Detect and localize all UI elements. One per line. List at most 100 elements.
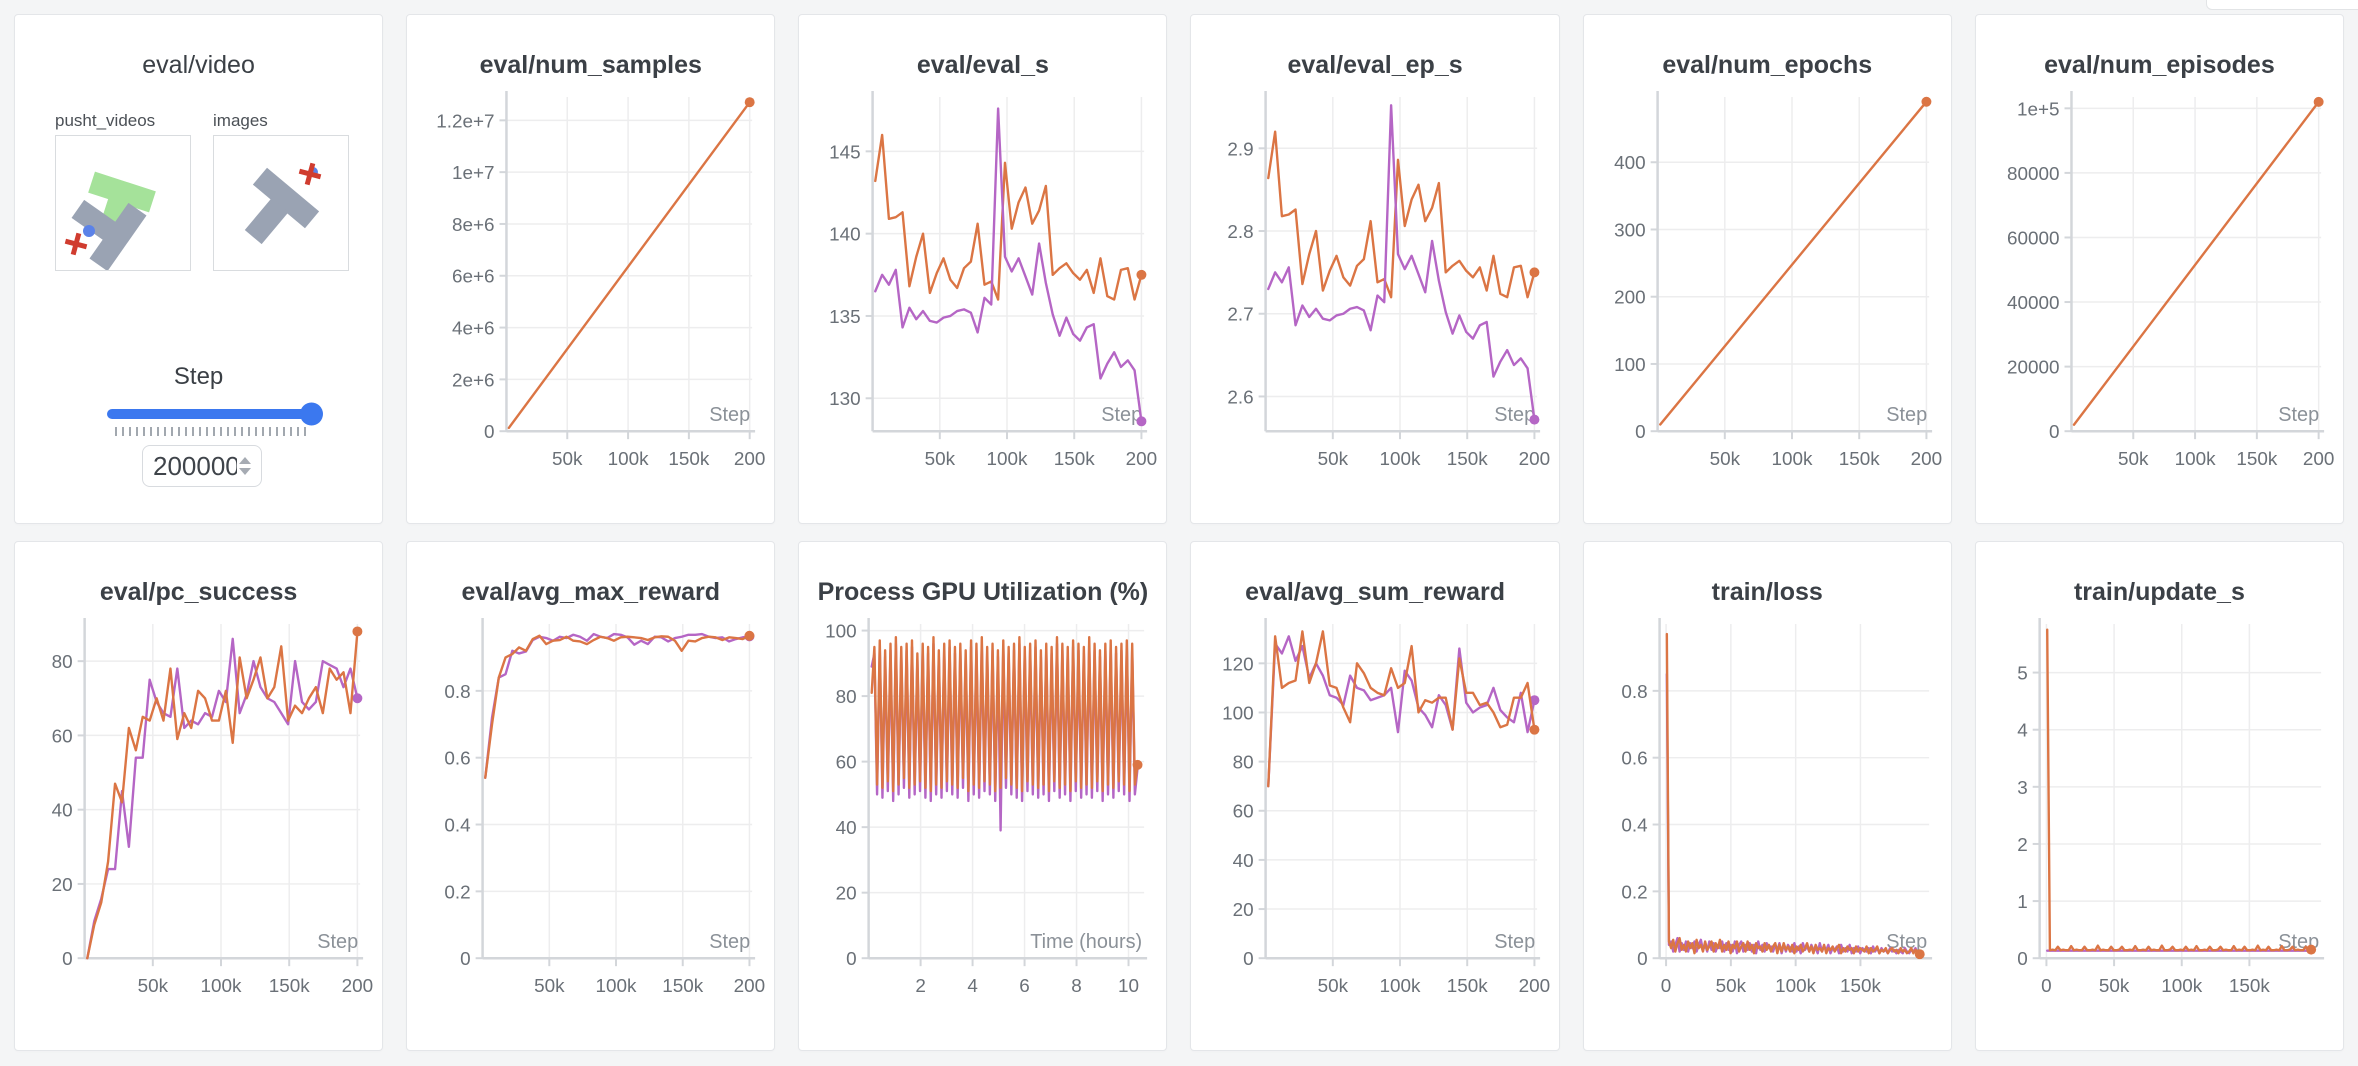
svg-text:100k: 100k	[2175, 449, 2216, 470]
svg-text:40: 40	[52, 801, 73, 822]
svg-text:6e+6: 6e+6	[452, 267, 495, 288]
panel-eval-eval-s[interactable]: eval/eval_s 130 135 140 145 50k 100k 150k 200 St…	[798, 14, 1168, 524]
panel-title: eval/num_episodes	[2044, 51, 2275, 79]
svg-text:50k: 50k	[2099, 976, 2130, 997]
svg-text:60000: 60000	[2007, 228, 2060, 249]
svg-text:4: 4	[2017, 721, 2028, 742]
svg-text:50k: 50k	[1715, 976, 1746, 997]
panel-title: eval/num_samples	[479, 51, 702, 79]
panel-eval-num-episodes[interactable]: eval/num_episodes 0 20000 40000 60000 80000 1…	[1974, 14, 2344, 524]
panel-title: eval/pc_success	[99, 578, 298, 606]
svg-text:1e+5: 1e+5	[2017, 99, 2060, 120]
svg-text:120: 120	[1222, 654, 1254, 675]
svg-text:Step: Step	[1886, 931, 1927, 953]
chart-eval-eval-s[interactable]: 130 135 140 145 50k 100k 150k 200 Step	[799, 84, 1166, 484]
step-up-icon[interactable]	[239, 457, 251, 464]
panel-train-update-s[interactable]: train/update_s 0 1 2 3 4 5 0 50k 100k 150k Step	[1974, 541, 2344, 1051]
svg-text:Step: Step	[2278, 404, 2319, 426]
pusht-video-frame	[64, 171, 156, 270]
svg-text:2.8: 2.8	[1227, 222, 1253, 243]
panel-title: Process GPU Utilization (%)	[817, 578, 1149, 606]
svg-text:50k: 50k	[925, 449, 956, 470]
step-slider[interactable]	[107, 402, 323, 426]
svg-text:100k: 100k	[596, 976, 637, 997]
panel-eval-video[interactable]: eval/video pusht_videos images	[14, 14, 384, 524]
svg-text:150k: 150k	[663, 976, 704, 997]
chart-eval-pc-success[interactable]: 0 20 40 60 80 50k 100k 150k 200 Step	[15, 611, 382, 1011]
svg-text:100k: 100k	[608, 449, 649, 470]
svg-text:100: 100	[826, 622, 858, 643]
svg-text:60: 60	[52, 726, 73, 747]
svg-text:100k: 100k	[1775, 976, 1816, 997]
panel-gpu-utilization[interactable]: Process GPU Utilization (%) 0 20 40 60 80 100…	[798, 541, 1168, 1051]
chart-eval-eval-ep-s[interactable]: 2.6 2.7 2.8 2.9 50k 100k 150k 200 Step	[1192, 84, 1559, 484]
svg-text:0: 0	[1637, 949, 1648, 970]
svg-text:80: 80	[52, 652, 73, 673]
svg-text:200: 200	[1614, 288, 1646, 309]
pusht-video-thumbnail[interactable]	[55, 135, 191, 271]
panel-title: eval/eval_ep_s	[1287, 51, 1463, 79]
gray-t-shape	[71, 199, 147, 270]
svg-text:Step: Step	[709, 931, 750, 953]
svg-text:150k: 150k	[2229, 976, 2270, 997]
stepper-arrows[interactable]	[239, 457, 251, 475]
svg-text:150k: 150k	[1446, 976, 1487, 997]
step-down-icon[interactable]	[239, 468, 251, 475]
panel-eval-num-epochs[interactable]: eval/num_epochs 0 100 200 300 400 50k 100k 150k…	[1582, 14, 1952, 524]
panel-grid: eval/video pusht_videos images	[14, 14, 2344, 1051]
svg-text:0: 0	[2049, 422, 2060, 443]
panel-eval-pc-success[interactable]: eval/pc_success 0 20 40 60 80 50k 100k 150k 200 S…	[14, 541, 384, 1051]
svg-text:Step: Step	[1494, 404, 1535, 426]
panel-train-loss[interactable]: train/loss 0 0.2 0.4 0.6 0.8 0 50k 100k 150k Step	[1582, 541, 1952, 1051]
panel-title: train/update_s	[2073, 578, 2245, 606]
svg-text:5: 5	[2017, 664, 2028, 685]
step-value-input[interactable]	[153, 450, 237, 482]
svg-text:60: 60	[1232, 802, 1253, 823]
svg-text:0: 0	[460, 949, 471, 970]
chart-eval-avg-sum-reward[interactable]: 0 20 40 60 80 100 120 50k 100k 150k 200 Step	[1192, 611, 1559, 1011]
chart-eval-num-samples[interactable]: 0 2e+6 4e+6 6e+6 8e+6 1e+7 1.2e+7 50k 100k 150k 20…	[407, 84, 774, 484]
panel-eval-avg-max-reward[interactable]: eval/avg_max_reward 0 0.2 0.4 0.6 0.8 50k 100k…	[406, 541, 776, 1051]
svg-text:2: 2	[2017, 835, 2028, 856]
svg-text:2: 2	[916, 976, 927, 997]
target-cross	[298, 162, 322, 186]
chart-eval-num-episodes[interactable]: 0 20000 40000 60000 80000 1e+5 50k 100k 150k 200 S…	[1976, 84, 2343, 484]
svg-text:40000: 40000	[2007, 293, 2060, 314]
panel-eval-num-samples[interactable]: eval/num_samples 0 2e+6 4e+6 6e+6 8e+6 1e+7 1.…	[406, 14, 776, 524]
panel-title: eval/avg_max_reward	[461, 578, 720, 606]
svg-text:80000: 80000	[2007, 164, 2060, 185]
chart-gpu-utilization[interactable]: 0 20 40 60 80 100 2 4 6 8 10 Time (hours)	[799, 611, 1166, 1011]
chart-eval-num-epochs[interactable]: 0 100 200 300 400 50k 100k 150k 200 Step	[1584, 84, 1951, 484]
svg-text:100: 100	[1614, 355, 1646, 376]
svg-text:1e+7: 1e+7	[452, 163, 495, 184]
svg-text:4e+6: 4e+6	[452, 319, 495, 340]
slider-thumb[interactable]	[300, 402, 323, 426]
videos-label: pusht_videos	[55, 111, 156, 130]
svg-text:Step: Step	[709, 404, 750, 426]
panel-title: eval/avg_sum_reward	[1245, 578, 1506, 606]
svg-text:200: 200	[1126, 449, 1158, 470]
svg-text:130: 130	[830, 389, 862, 410]
panel-eval-avg-sum-reward[interactable]: eval/avg_sum_reward 0 20 40 60 80 100 120 50k 10…	[1190, 541, 1560, 1051]
partial-panel-above	[2206, 0, 2358, 10]
panel-title: train/loss	[1711, 578, 1823, 606]
svg-text:0.2: 0.2	[445, 882, 471, 903]
chart-train-loss[interactable]: 0 0.2 0.4 0.6 0.8 0 50k 100k 150k Step	[1584, 611, 1951, 1011]
svg-text:40: 40	[1232, 851, 1253, 872]
svg-text:0.8: 0.8	[445, 682, 471, 703]
images-thumbnail[interactable]	[213, 135, 349, 271]
svg-text:50k: 50k	[138, 976, 169, 997]
chart-eval-avg-max-reward[interactable]: 0 0.2 0.4 0.6 0.8 50k 100k 150k 200 Step	[407, 611, 774, 1011]
svg-text:2.9: 2.9	[1227, 139, 1253, 160]
svg-text:2e+6: 2e+6	[452, 370, 495, 391]
svg-text:20000: 20000	[2007, 358, 2060, 379]
svg-text:0: 0	[2041, 976, 2052, 997]
slider-tick-ruler	[115, 427, 311, 436]
svg-text:100k: 100k	[1771, 449, 1812, 470]
svg-text:50k: 50k	[1317, 449, 1348, 470]
svg-text:200: 200	[1518, 449, 1550, 470]
svg-text:0: 0	[62, 949, 73, 970]
panel-eval-eval-ep-s[interactable]: eval/eval_ep_s 2.6 2.7 2.8 2.9 50k 100k 150k 20…	[1190, 14, 1560, 524]
svg-text:Time (hours): Time (hours)	[1031, 931, 1143, 953]
